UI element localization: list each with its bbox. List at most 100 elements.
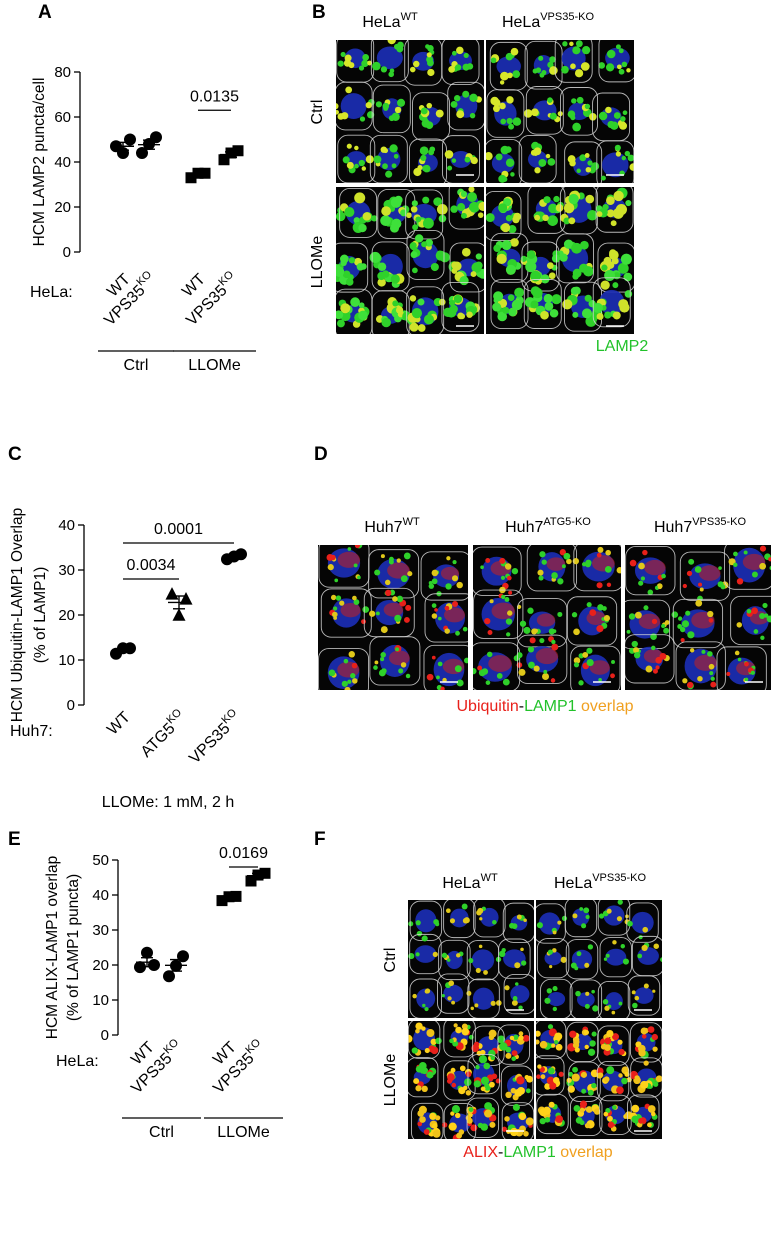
puncta xyxy=(580,1071,588,1078)
puncta xyxy=(358,159,365,167)
puncta xyxy=(385,170,393,178)
puncta xyxy=(576,168,581,174)
puncta xyxy=(598,62,606,69)
puncta xyxy=(580,240,589,250)
micrograph-tile xyxy=(486,40,634,183)
puncta xyxy=(466,63,474,70)
puncta xyxy=(362,53,370,61)
data-point xyxy=(177,950,189,963)
nucleus xyxy=(414,945,437,963)
y-tick-label: 60 xyxy=(54,109,71,126)
puncta xyxy=(567,1085,575,1093)
puncta xyxy=(497,1035,506,1044)
puncta xyxy=(552,1006,558,1012)
puncta xyxy=(518,1031,524,1037)
puncta xyxy=(685,610,691,616)
puncta xyxy=(581,1088,587,1094)
puncta xyxy=(381,270,390,278)
puncta xyxy=(422,1003,426,1008)
puncta xyxy=(661,573,666,579)
puncta xyxy=(395,647,400,652)
puncta xyxy=(572,1066,578,1073)
category-label: VPS35KO xyxy=(208,1036,269,1097)
puncta xyxy=(699,587,704,592)
red-signal xyxy=(589,660,610,675)
legend-item: Ubiquitin xyxy=(457,698,519,715)
puncta xyxy=(356,262,365,271)
puncta xyxy=(631,1115,640,1124)
puncta xyxy=(734,650,740,656)
cell-boundary xyxy=(486,138,523,183)
puncta xyxy=(585,991,590,996)
puncta xyxy=(421,119,431,128)
puncta xyxy=(476,909,482,916)
puncta xyxy=(743,550,748,555)
puncta xyxy=(512,1103,520,1111)
cell-boundary xyxy=(405,189,444,240)
puncta xyxy=(371,215,378,222)
puncta xyxy=(506,96,514,104)
row-header: Ctrl xyxy=(382,948,399,973)
cell-boundary xyxy=(716,646,767,690)
puncta xyxy=(411,308,423,319)
puncta xyxy=(357,575,361,580)
column-header-sup: WT xyxy=(481,872,498,884)
cell-boundary xyxy=(573,545,621,592)
puncta xyxy=(493,244,501,252)
puncta xyxy=(498,203,508,213)
puncta xyxy=(455,1026,462,1034)
puncta xyxy=(419,146,429,156)
puncta xyxy=(575,990,581,997)
cell-boundary xyxy=(566,1021,599,1063)
cell-boundary xyxy=(627,1094,660,1135)
p-value-label: 0.0135 xyxy=(190,88,239,105)
puncta xyxy=(459,1065,466,1072)
puncta xyxy=(501,1126,508,1132)
cell-boundary xyxy=(597,1025,630,1066)
puncta xyxy=(453,94,461,102)
puncta xyxy=(348,257,356,264)
puncta xyxy=(687,681,694,689)
puncta xyxy=(681,620,690,628)
puncta xyxy=(578,680,584,686)
legend-item: ALIX xyxy=(463,1144,498,1161)
cell-boundary xyxy=(369,636,421,686)
nucleus xyxy=(471,949,495,972)
puncta xyxy=(388,71,395,78)
puncta xyxy=(380,652,386,658)
y-axis-label: HCM LAMP2 puncta/cell xyxy=(31,78,48,247)
puncta xyxy=(454,1112,461,1119)
puncta xyxy=(572,46,581,55)
puncta xyxy=(573,657,581,664)
puncta xyxy=(415,952,420,957)
column-header: HeLaVPS35-KO xyxy=(502,11,594,31)
puncta xyxy=(584,1044,589,1050)
puncta xyxy=(451,1082,457,1088)
puncta xyxy=(736,622,742,628)
puncta xyxy=(475,253,482,260)
puncta xyxy=(448,65,455,73)
puncta xyxy=(441,993,445,998)
puncta xyxy=(603,1111,609,1117)
column-header: Huh7WT xyxy=(364,516,420,536)
puncta xyxy=(450,1111,455,1116)
puncta xyxy=(419,1116,426,1123)
puncta xyxy=(557,920,562,925)
legend-item: overlap xyxy=(556,1144,613,1161)
puncta xyxy=(581,562,587,567)
puncta xyxy=(600,280,610,290)
puncta xyxy=(432,1129,441,1138)
puncta xyxy=(475,967,481,974)
puncta xyxy=(537,569,544,576)
group-label: Ctrl xyxy=(124,357,149,374)
puncta xyxy=(353,599,360,605)
puncta xyxy=(619,302,630,313)
puncta xyxy=(514,982,519,986)
puncta xyxy=(574,69,584,78)
puncta xyxy=(464,156,471,163)
puncta xyxy=(612,940,617,945)
puncta xyxy=(390,197,402,208)
cell-boundary xyxy=(536,1021,567,1060)
puncta xyxy=(499,80,505,85)
